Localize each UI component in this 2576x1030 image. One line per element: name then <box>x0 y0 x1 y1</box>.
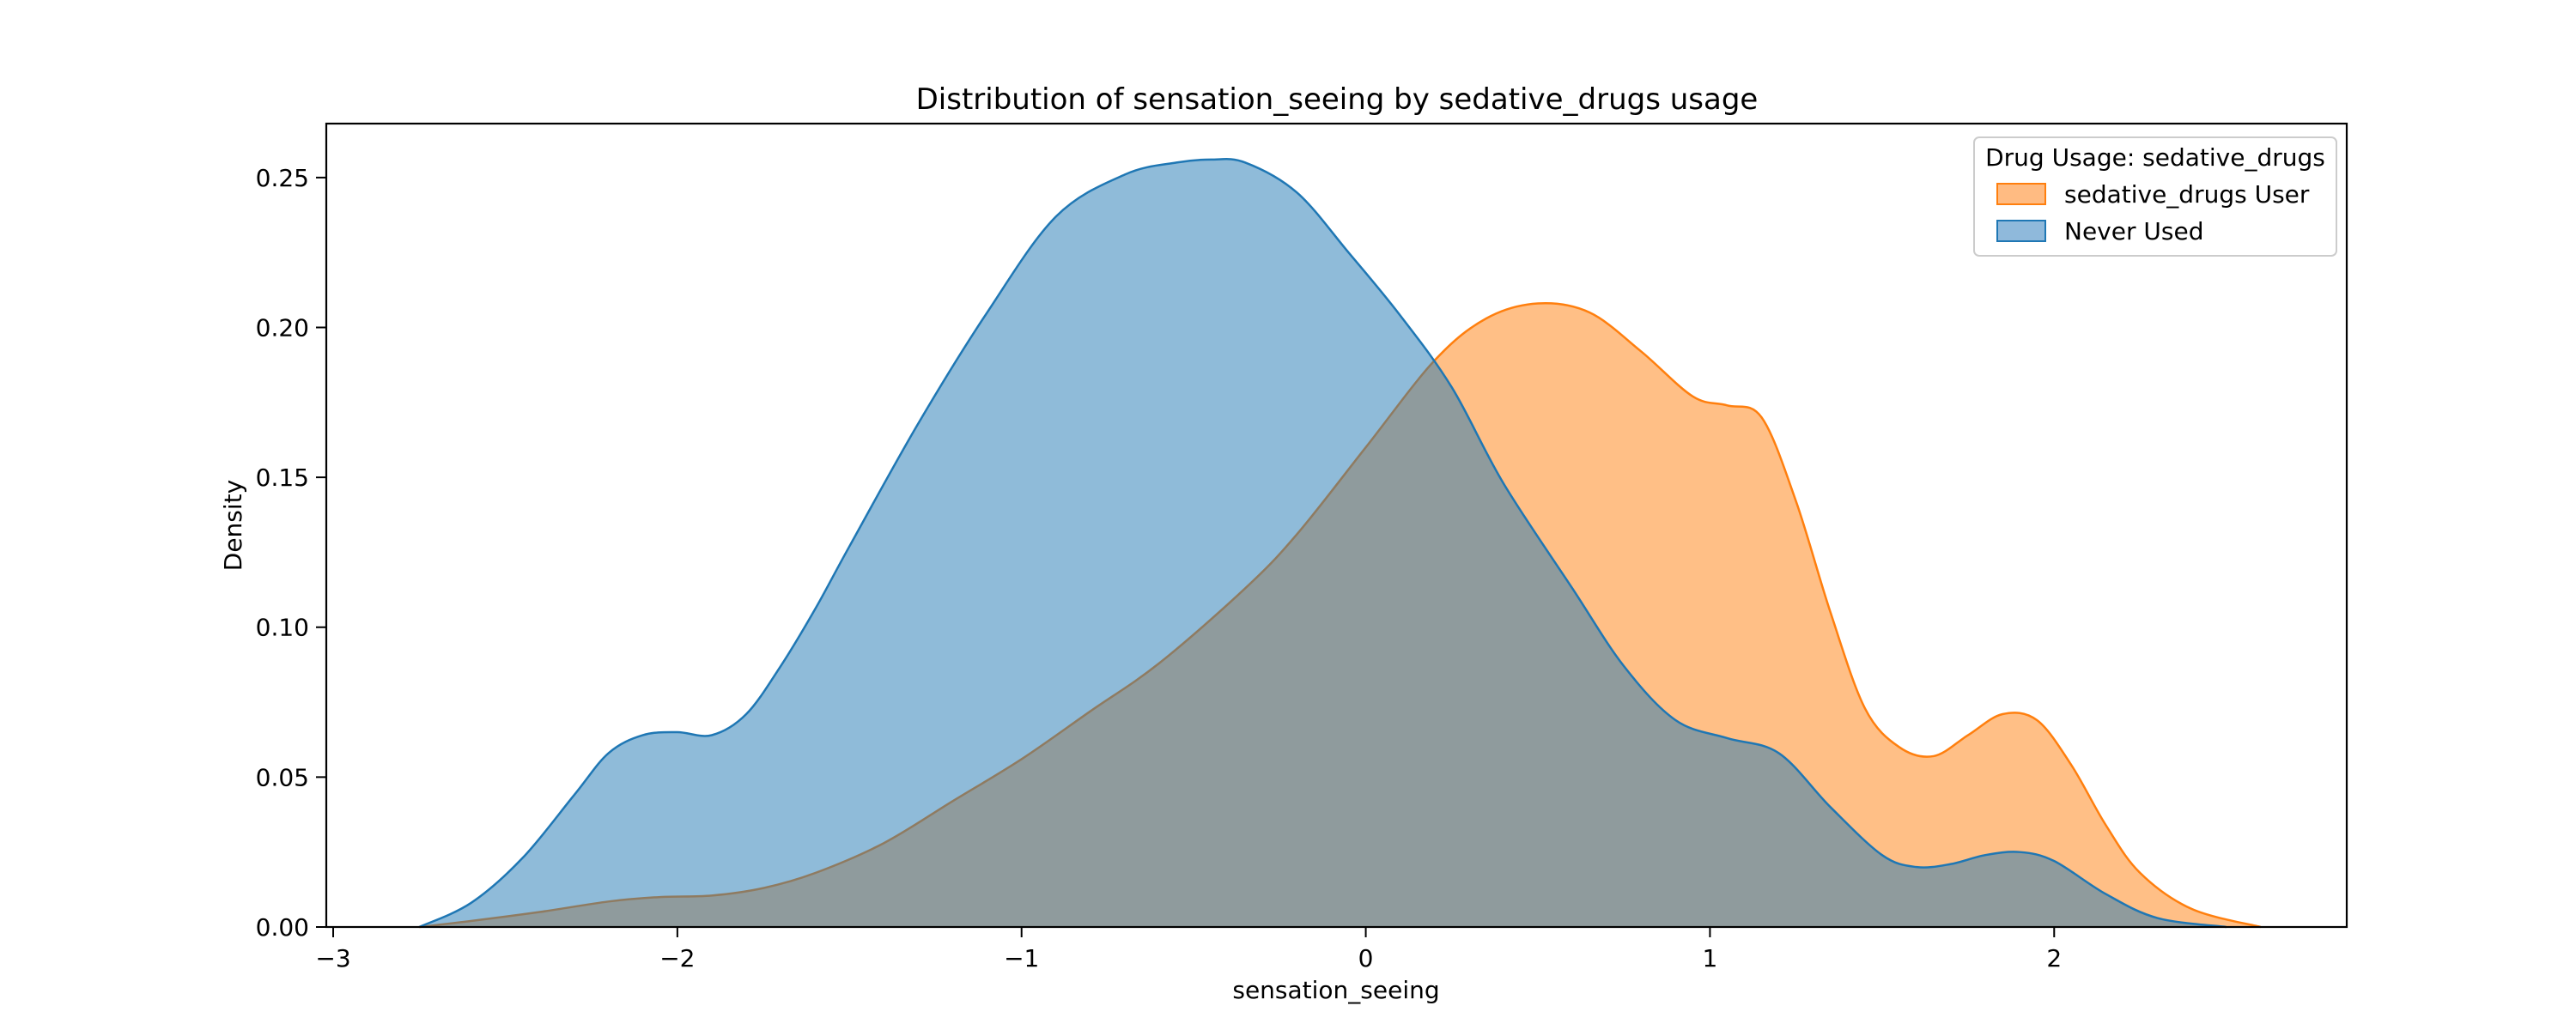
x-tick-label: −2 <box>659 944 695 972</box>
plot-frame <box>325 122 2348 929</box>
legend-label-user: sedative_drugs User <box>2064 180 2310 209</box>
legend-title: Drug Usage: sedative_drugs <box>1985 143 2325 172</box>
chart-title: Distribution of sensation_seeing by seda… <box>916 82 1759 117</box>
series-layer <box>418 158 2262 929</box>
y-tick-label: 0.15 <box>256 464 309 492</box>
y-tick-label: 0.10 <box>256 614 309 642</box>
legend-label-never-used: Never Used <box>2064 217 2203 245</box>
legend-swatch-user <box>1996 183 2046 205</box>
y-tick-label: 0.25 <box>256 164 309 192</box>
y-tick-label: 0.20 <box>256 313 309 342</box>
area-never-used-line <box>418 158 2227 929</box>
plot-area: −3 −2 −1 0 1 2 0.00 0.05 0.10 0.15 0.20 0.25 <box>256 122 2348 972</box>
x-tick-label: 0 <box>1358 944 1374 972</box>
x-tick-label: 2 <box>2046 944 2062 972</box>
y-axis-label: Density <box>219 480 247 571</box>
x-tick-label: −3 <box>315 944 350 972</box>
x-tick-label: 1 <box>1703 944 1718 972</box>
x-axis-label: sensation_seeing <box>1232 976 1439 1004</box>
legend: Drug Usage: sedative_drugs sedative_drug… <box>1973 136 2337 257</box>
area-never-used-fill <box>419 159 2227 927</box>
y-tick-label: 0.00 <box>256 913 309 942</box>
legend-swatch-never-used <box>1996 220 2046 242</box>
tick-layer: −3 −2 −1 0 1 2 0.00 0.05 0.10 0.15 0.20 0.25 <box>256 164 2063 972</box>
legend-box <box>1973 136 2337 257</box>
y-tick-label: 0.05 <box>256 763 309 791</box>
x-tick-label: −1 <box>1004 944 1039 972</box>
